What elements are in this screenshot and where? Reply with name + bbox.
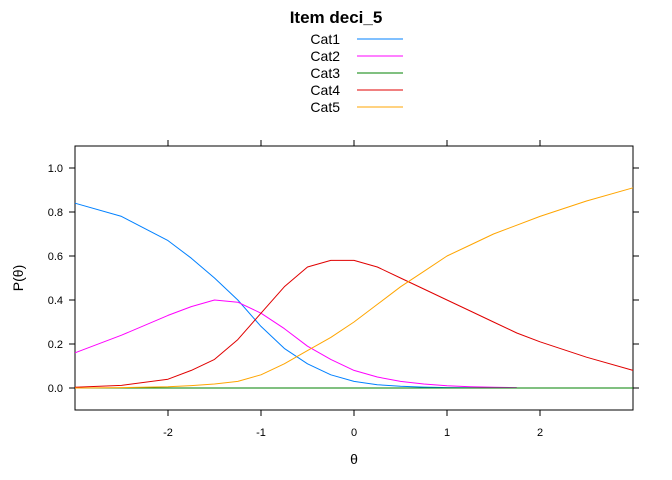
series-line-cat2	[74, 299, 517, 389]
x-tick-label: -2	[163, 427, 173, 439]
x-tick-label: -1	[256, 427, 266, 439]
x-tick-label: 1	[444, 427, 450, 439]
y-tick-label: 0.8	[48, 207, 63, 219]
chart-title: Item deci_5	[290, 8, 383, 27]
y-tick-label: 0.4	[48, 295, 63, 307]
y-tick-label: 0.0	[48, 383, 63, 395]
legend-label-cat2: Cat2	[310, 48, 340, 64]
axes: -2 -1 0 1 2 0.0 0.2 0.4 0.6 0.8 1.0	[48, 140, 639, 439]
x-tick-label: 2	[537, 427, 543, 439]
legend-label-cat5: Cat5	[310, 99, 340, 115]
y-tick-label: 0.6	[48, 251, 63, 263]
y-tick-label: 1.0	[48, 163, 63, 175]
series-line-cat4	[74, 259, 634, 388]
x-axis-title: θ	[350, 451, 358, 467]
y-tick-label: 0.2	[48, 339, 63, 351]
y-axis-title: P(θ)	[10, 265, 26, 291]
legend-label-cat3: Cat3	[310, 65, 340, 81]
legend-label-cat1: Cat1	[310, 31, 340, 47]
series-line-cat5	[74, 187, 634, 389]
series-group	[74, 187, 634, 389]
x-tick-label: 0	[351, 427, 357, 439]
legend-label-cat4: Cat4	[310, 82, 340, 98]
series-line-cat1	[74, 202, 494, 389]
